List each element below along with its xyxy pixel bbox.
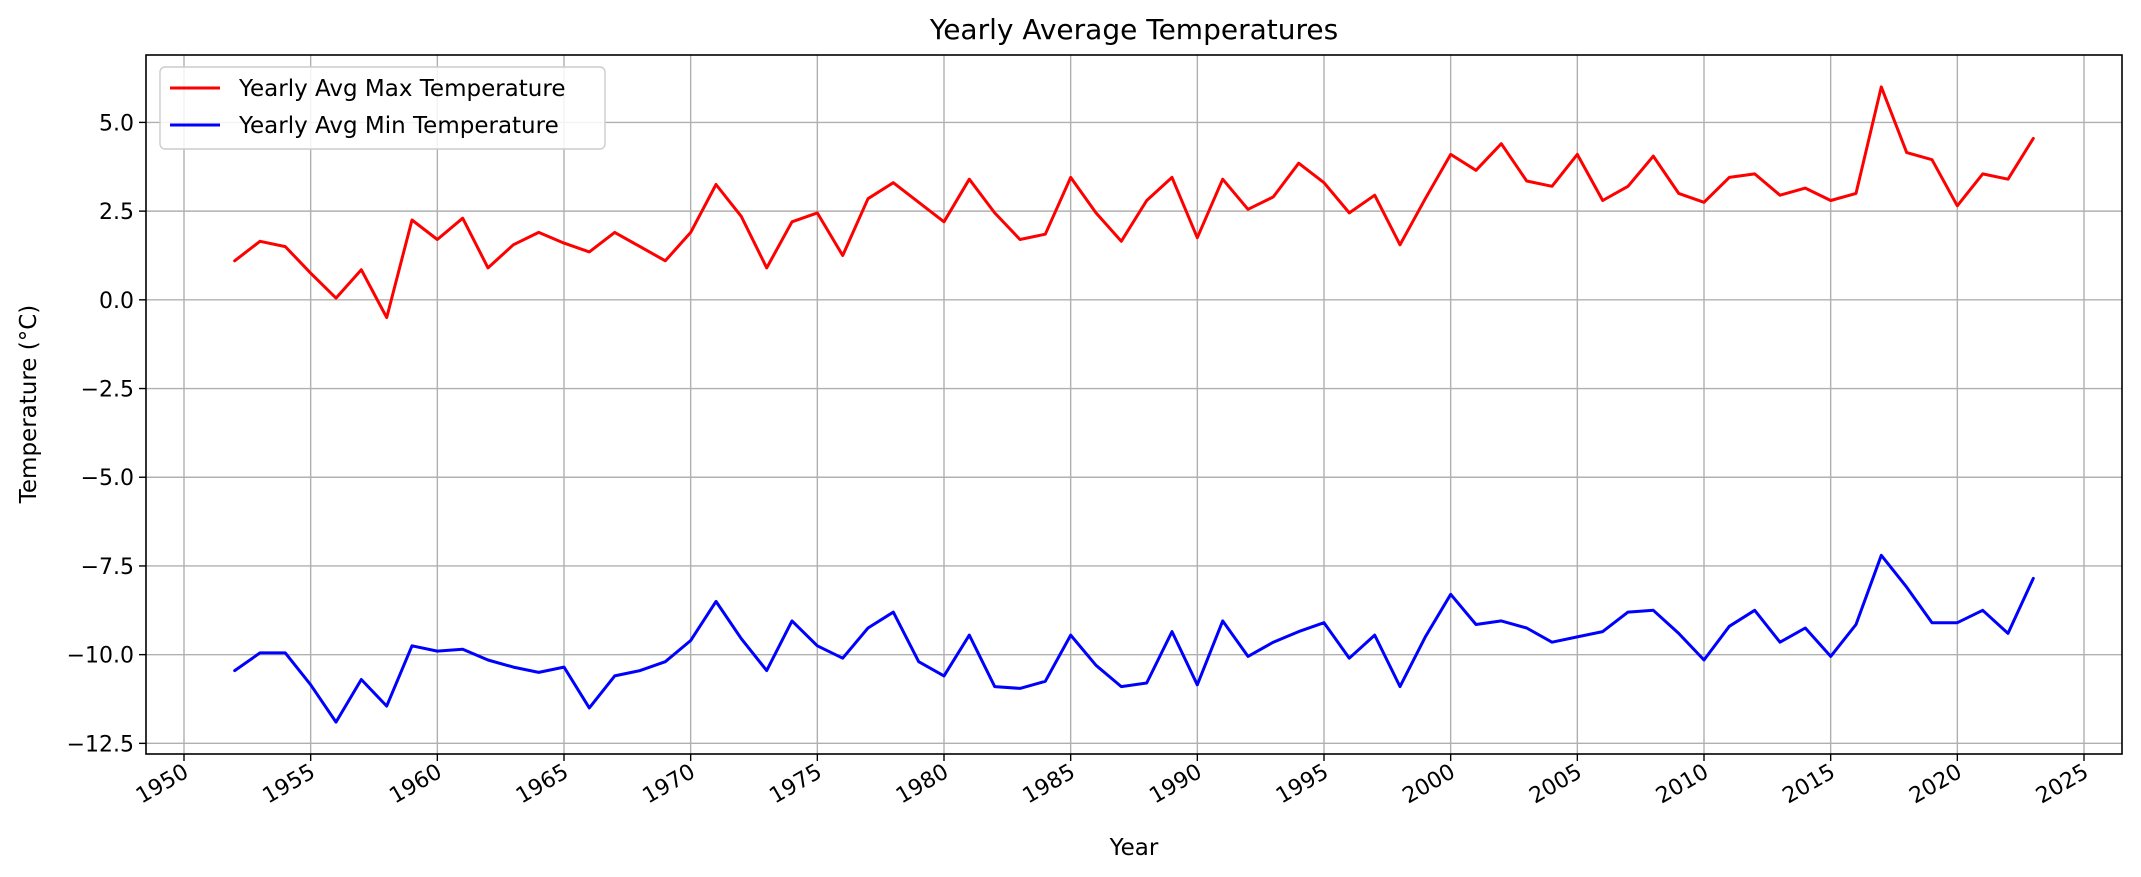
legend-box bbox=[159, 66, 606, 150]
series-line-max-temperature bbox=[233, 85, 2035, 320]
series-layer bbox=[233, 85, 2035, 724]
y-tick-label: −7.5 bbox=[81, 555, 134, 580]
y-tick-label: −2.5 bbox=[81, 378, 134, 403]
legend-label-min: Yearly Avg Min Temperature bbox=[238, 113, 559, 139]
legend: Yearly Avg Max Temperature Yearly Avg Mi… bbox=[159, 66, 606, 150]
chart-title: Yearly Average Temperatures bbox=[929, 13, 1338, 46]
grid bbox=[146, 55, 2122, 754]
plot-frame bbox=[145, 54, 2123, 755]
y-tick-label: 5.0 bbox=[99, 111, 134, 136]
series-line-min-temperature bbox=[233, 553, 2035, 724]
y-tick-label: −5.0 bbox=[81, 466, 134, 491]
x-axis-label: Year bbox=[1109, 835, 1159, 861]
y-tick-label: 0.0 bbox=[99, 289, 134, 314]
y-tick-label: 2.5 bbox=[99, 200, 134, 225]
legend-label-max: Yearly Avg Max Temperature bbox=[238, 76, 565, 102]
y-axis-label: Temperature (°C) bbox=[16, 305, 42, 505]
y-tick-label: −12.5 bbox=[67, 732, 134, 757]
y-tick-label: −10.0 bbox=[67, 644, 134, 669]
